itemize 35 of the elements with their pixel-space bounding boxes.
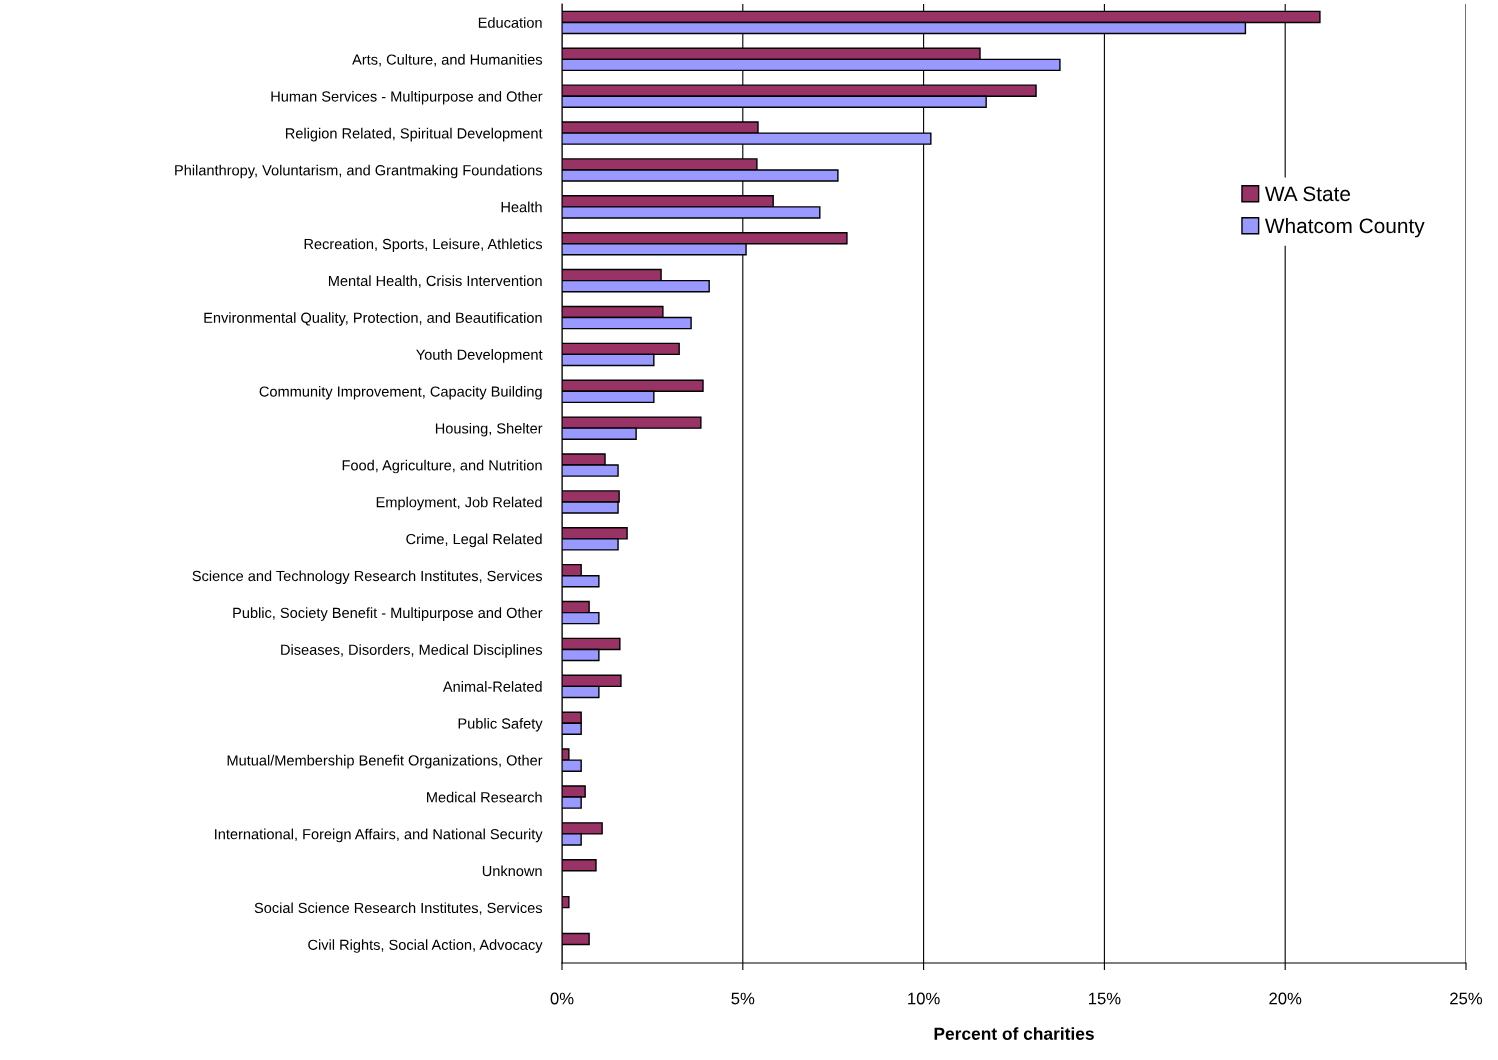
y-tick-label: Social Science Research Institutes, Services xyxy=(254,902,543,915)
x-tick-label: 0% xyxy=(550,992,574,1005)
y-tick-label: Mutual/Membership Benefit Organizations, Other xyxy=(227,754,543,769)
y-tick-label: Public Safety xyxy=(458,717,543,732)
x-tick-label: 5% xyxy=(731,992,755,1005)
x-tick-label: 25% xyxy=(1450,992,1483,1005)
y-tick-label: Environmental Quality, Protection, and Beautification xyxy=(204,312,542,326)
y-tick-label: Mental Health, Crisis Intervention xyxy=(328,275,542,288)
y-tick-label: Human Services - Multipurpose and Other xyxy=(271,90,543,105)
y-tick-label: Philanthropy, Voluntarism, and Grantmaking Foundations xyxy=(175,164,543,179)
x-axis-title: Percent of charities xyxy=(934,1027,1094,1040)
legend-label: Whatcom County xyxy=(1264,217,1425,238)
y-tick-label: Animal-Related xyxy=(442,681,542,692)
y-tick-label: Youth Development xyxy=(416,349,543,363)
y-tick-label: Medical Research xyxy=(427,791,542,803)
y-tick-label: Diseases, Disorders, Medical Disciplines xyxy=(281,644,543,658)
y-tick-label: Arts, Culture, and Humanities xyxy=(352,54,543,67)
y-tick-label: Recreation, Sports, Leisure, Athletics xyxy=(304,238,543,253)
x-tick-label: 20% xyxy=(1269,992,1302,1005)
legend-label: WA State xyxy=(1264,186,1351,202)
y-tick-label: Public, Society Benefit - Multipurpose and Other xyxy=(233,607,543,621)
y-tick-label: Religion Related, Spiritual Development xyxy=(285,127,543,142)
y-tick-label: International, Foreign Affairs, and National Security xyxy=(215,828,543,843)
x-tick-label: 10% xyxy=(908,992,940,1005)
y-tick-label: Food, Agriculture, and Nutrition xyxy=(342,459,542,474)
y-tick-label: Community Improvement, Capacity Building xyxy=(259,386,542,400)
y-tick-label: Unknown xyxy=(482,865,542,877)
y-tick-label: Employment, Job Related xyxy=(376,496,542,511)
y-tick-label: Science and Technology Research Institutes, Services xyxy=(192,570,543,585)
y-tick-label: Housing, Shelter xyxy=(435,422,543,437)
x-tick-label: 15% xyxy=(1088,992,1121,1005)
y-tick-label: Civil Rights, Social Action, Advocacy xyxy=(308,939,543,953)
y-tick-label: Health xyxy=(501,201,542,213)
y-tick-label: Education xyxy=(478,17,542,28)
y-tick-label: Crime, Legal Related xyxy=(406,533,542,548)
